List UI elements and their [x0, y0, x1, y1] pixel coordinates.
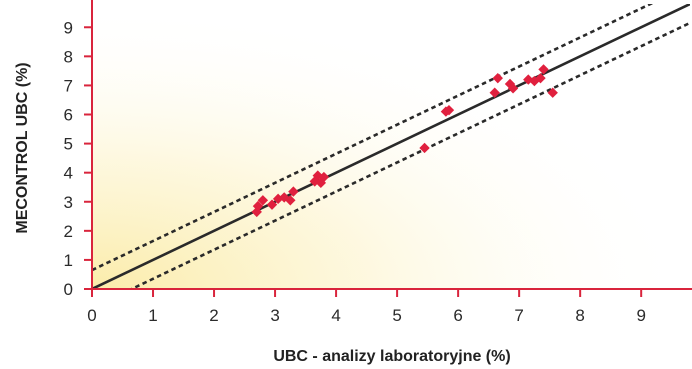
x-tick-label: 4 — [331, 306, 340, 325]
y-tick-label: 3 — [64, 193, 73, 212]
y-tick-label: 1 — [64, 251, 73, 270]
x-tick-label: 3 — [270, 306, 279, 325]
data-point — [312, 170, 323, 181]
y-tick-label: 0 — [64, 280, 73, 299]
x-tick-label: 1 — [148, 306, 157, 325]
tick-labels: 0 1 2 3 4 5 6 7 8 9 0 1 2 3 4 5 6 7 8 9 — [64, 18, 646, 325]
data-point — [535, 72, 546, 84]
data-point — [489, 87, 500, 98]
x-tick-label: 8 — [575, 306, 584, 325]
x-tick-label: 9 — [636, 306, 645, 325]
x-axis-title: UBC - analizy laboratoryjne (%) — [273, 348, 510, 365]
tolerance-line-2 — [128, 21, 690, 289]
data-point — [318, 171, 330, 183]
y-tick-label: 2 — [64, 222, 73, 241]
x-tick-label: 2 — [209, 306, 218, 325]
x-tick-label: 7 — [514, 306, 523, 325]
x-tick-label: 5 — [392, 306, 401, 325]
data-point — [419, 142, 430, 154]
y-axis-title: MECONTROL UBC (%) — [14, 62, 31, 233]
identity-line — [92, 4, 690, 289]
data-point — [538, 64, 549, 75]
y-tick-label: 6 — [64, 106, 73, 125]
reference-lines — [92, 4, 690, 289]
y-tick-label: 5 — [64, 135, 73, 154]
data-point — [257, 195, 269, 206]
data-point — [492, 72, 503, 84]
y-tick-label: 8 — [64, 47, 73, 66]
axes — [84, 0, 692, 297]
data-point — [523, 74, 534, 85]
y-tick-label: 4 — [64, 164, 73, 183]
y-tick-label: 9 — [64, 18, 73, 37]
x-tick-label: 6 — [453, 306, 462, 325]
data-point — [547, 87, 558, 98]
y-tick-label: 7 — [64, 76, 73, 95]
data-points — [251, 64, 558, 218]
tolerance-line-1 — [92, 4, 654, 272]
data-point — [266, 199, 278, 210]
data-point — [507, 83, 519, 94]
data-point — [288, 186, 299, 197]
data-point — [252, 200, 264, 212]
x-tick-label: 0 — [87, 306, 96, 325]
data-point — [285, 195, 296, 206]
data-point — [504, 78, 516, 90]
data-point — [443, 104, 455, 116]
